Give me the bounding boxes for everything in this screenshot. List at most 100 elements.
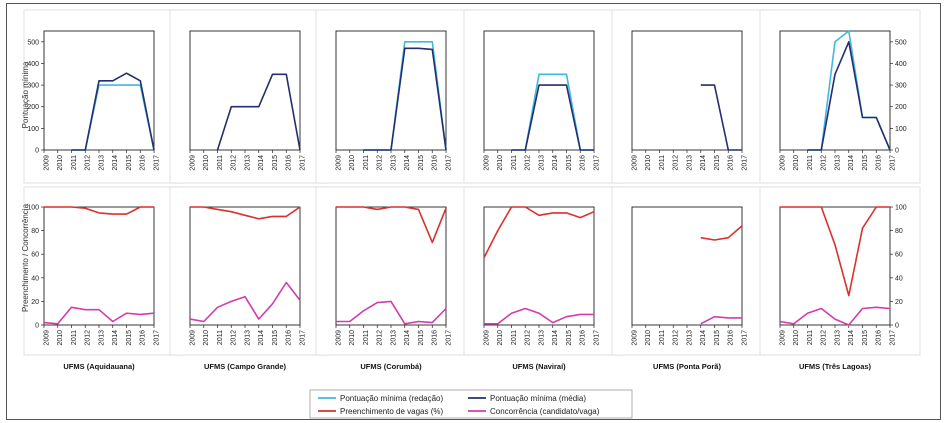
x-tick-label: 2016 — [876, 330, 883, 346]
x-tick-label: 2012 — [525, 155, 532, 171]
series-line-concorrencia — [189, 281, 301, 323]
series-line-preenchimento — [190, 206, 301, 220]
x-tick-label: 2013 — [390, 330, 397, 346]
x-tick-label: 2009 — [43, 155, 50, 171]
x-tick-label: 2009 — [779, 330, 786, 346]
y-tick-label: 300 — [27, 83, 39, 90]
x-tick-label: 2012 — [231, 330, 238, 346]
x-tick-label: 2016 — [140, 155, 147, 171]
x-tick-label: 2009 — [631, 155, 638, 171]
x-tick-label: 2017 — [299, 330, 306, 346]
x-tick-label: 2011 — [363, 330, 370, 345]
campus-label: UFMS (Campo Grande) — [204, 362, 287, 371]
series-line-concorrencia — [700, 315, 742, 325]
x-tick-label: 2013 — [244, 330, 251, 346]
y-tick-label: 80 — [31, 228, 39, 235]
series-line-concorrencia — [43, 306, 155, 325]
x-tick-label: 2013 — [98, 330, 105, 346]
panel-background — [611, 186, 773, 356]
chart-panel-top-ufms-corumba: 2009 2010 2011 2012 2013 2014 2015 2016 2017 — [315, 9, 477, 184]
x-tick-label: 2016 — [876, 155, 883, 171]
x-tick-label: 2011 — [217, 330, 224, 345]
chart-panel-top-ufms-tres-lagoas: 0 100 200 300 400 500 2009 2010 2011 2012 2013 2014… — [759, 9, 921, 184]
x-tick-label: 2011 — [363, 155, 370, 170]
y-tick-label-right: 0 — [895, 323, 899, 330]
x-tick-label: 2016 — [580, 155, 587, 171]
chart-panel-top-ufms-campo-grande: 2009 2010 2011 2012 2013 2014 2015 2016 2017 — [169, 9, 331, 184]
x-tick-label: 2011 — [511, 155, 518, 170]
panel-background — [315, 186, 477, 356]
x-tick-label: 2010 — [793, 330, 800, 346]
chart-panel-bottom-ufms-campo-grande: 2009 2010 2011 2012 2013 2014 2015 2016 2017 UFMS… — [169, 186, 331, 371]
series-line-media — [511, 84, 594, 151]
x-tick-label: 2016 — [140, 330, 147, 346]
x-tick-label: 2009 — [189, 155, 196, 171]
x-tick-label: 2016 — [580, 330, 587, 346]
x-tick-label: 2015 — [272, 155, 279, 171]
y-tick-label-right: 40 — [895, 275, 903, 282]
y-tick-label: 100 — [27, 126, 39, 133]
x-tick-label: 2012 — [821, 155, 828, 171]
series-line-preenchimento — [700, 225, 743, 241]
series-line-preenchimento — [44, 206, 154, 215]
chart-panel-top-ufms-ponta-pora: 2009 2010 2011 2012 2013 2014 2015 2016 2017 — [611, 9, 773, 184]
x-tick-label: 2011 — [659, 155, 666, 170]
x-tick-label: 2012 — [525, 330, 532, 346]
x-tick-label: 2017 — [445, 155, 452, 171]
y-tick-label-right: 200 — [895, 104, 907, 111]
x-tick-label: 2013 — [686, 330, 693, 346]
x-tick-label: 2017 — [741, 155, 748, 171]
x-tick-label: 2013 — [390, 155, 397, 171]
x-tick-label: 2012 — [231, 155, 238, 171]
x-tick-label: 2016 — [286, 155, 293, 171]
x-tick-label: 2015 — [418, 330, 425, 346]
x-tick-label: 2011 — [807, 155, 814, 170]
x-tick-label: 2010 — [497, 155, 504, 171]
x-tick-label: 2014 — [258, 155, 265, 171]
x-tick-label: 2009 — [779, 155, 786, 171]
y-tick-label-right: 500 — [895, 39, 907, 46]
y-tick-label: 400 — [27, 61, 39, 68]
x-tick-label: 2014 — [258, 330, 265, 346]
x-tick-label: 2017 — [889, 155, 896, 171]
panel-background — [23, 9, 185, 184]
x-tick-label: 2009 — [189, 330, 196, 346]
x-tick-label: 2009 — [631, 330, 638, 346]
x-tick-label: 2012 — [673, 330, 680, 346]
legend-box — [309, 389, 633, 419]
y-axis-label-bottom: Preenchimento / Concorrência — [21, 203, 30, 312]
x-tick-label: 2011 — [217, 155, 224, 170]
x-tick-label: 2017 — [593, 330, 600, 346]
chart-panel-bottom-ufms-corumba: 2009 2010 2011 2012 2013 2014 2015 2016 2017 UFMS… — [315, 186, 477, 371]
x-tick-label: 2014 — [552, 155, 559, 171]
y-tick-label-right: 0 — [895, 148, 899, 155]
series-line-preenchimento — [336, 206, 447, 244]
panel-background — [169, 186, 331, 356]
y-tick-label-right: 100 — [895, 205, 907, 212]
series-line-preenchimento — [780, 206, 890, 297]
x-tick-label: 2010 — [645, 330, 652, 346]
panel-background — [611, 9, 773, 184]
campus-label: UFMS (Três Lagoas) — [799, 362, 872, 371]
chart-panel-top-ufms-aquidauana: 0 100 200 300 400 500 2009 2010 2011 2012 2013 2014… — [23, 9, 185, 184]
x-tick-label: 2014 — [112, 330, 119, 346]
x-tick-label: 2010 — [349, 155, 356, 171]
x-tick-label: 2015 — [272, 330, 279, 346]
x-tick-label: 2010 — [203, 330, 210, 346]
y-tick-label-right: 20 — [895, 299, 903, 306]
x-tick-label: 2010 — [793, 155, 800, 171]
campus-label: UFMS (Ponta Porã) — [653, 362, 721, 371]
y-tick-label-right: 300 — [895, 83, 907, 90]
series-line-concorrencia — [779, 306, 891, 326]
panel-background — [169, 9, 331, 184]
x-tick-label: 2011 — [71, 155, 78, 170]
x-tick-label: 2012 — [377, 155, 384, 171]
x-tick-label: 2015 — [126, 155, 133, 171]
x-tick-label: 2012 — [85, 155, 92, 171]
x-tick-label: 2014 — [112, 155, 119, 171]
x-tick-label: 2014 — [700, 155, 707, 171]
x-tick-label: 2015 — [714, 155, 721, 171]
series-line-media — [700, 84, 742, 151]
